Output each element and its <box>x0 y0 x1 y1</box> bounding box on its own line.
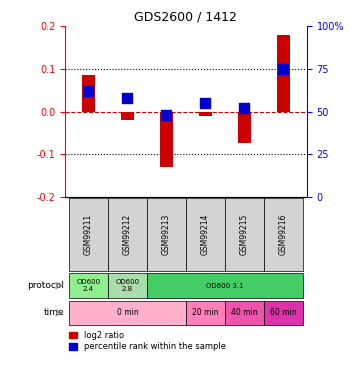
Text: 40 min: 40 min <box>231 308 258 317</box>
Text: OD600 3.1: OD600 3.1 <box>206 283 244 289</box>
Bar <box>199 112 212 116</box>
FancyBboxPatch shape <box>69 273 108 298</box>
FancyBboxPatch shape <box>108 198 147 271</box>
Point <box>242 105 247 111</box>
Text: 60 min: 60 min <box>270 308 297 317</box>
Point <box>203 100 208 106</box>
FancyBboxPatch shape <box>264 301 303 325</box>
FancyBboxPatch shape <box>186 198 225 271</box>
Text: GSM99213: GSM99213 <box>162 214 171 255</box>
Bar <box>238 112 251 143</box>
Bar <box>160 112 173 167</box>
Legend: log2 ratio, percentile rank within the sample: log2 ratio, percentile rank within the s… <box>69 331 226 351</box>
Point <box>86 88 91 94</box>
Text: GSM99212: GSM99212 <box>123 214 132 255</box>
Bar <box>82 75 95 112</box>
FancyBboxPatch shape <box>69 198 108 271</box>
FancyBboxPatch shape <box>264 198 303 271</box>
Text: time: time <box>44 308 64 317</box>
Text: OD600
2.4: OD600 2.4 <box>76 279 100 292</box>
FancyBboxPatch shape <box>147 273 303 298</box>
Text: protocol: protocol <box>27 281 64 290</box>
Text: 0 min: 0 min <box>117 308 138 317</box>
Point <box>125 95 130 101</box>
Text: GSM99216: GSM99216 <box>279 214 288 255</box>
Point <box>280 66 286 72</box>
Bar <box>277 35 290 112</box>
FancyBboxPatch shape <box>225 301 264 325</box>
Point <box>164 112 169 118</box>
FancyBboxPatch shape <box>225 198 264 271</box>
Text: 20 min: 20 min <box>192 308 219 317</box>
Bar <box>121 112 134 120</box>
FancyBboxPatch shape <box>147 198 186 271</box>
FancyBboxPatch shape <box>69 301 186 325</box>
Text: GSM99215: GSM99215 <box>240 214 249 255</box>
Title: GDS2600 / 1412: GDS2600 / 1412 <box>135 11 237 24</box>
Text: OD600
2.8: OD600 2.8 <box>115 279 139 292</box>
FancyBboxPatch shape <box>108 273 147 298</box>
FancyBboxPatch shape <box>186 301 225 325</box>
Text: GSM99211: GSM99211 <box>84 214 93 255</box>
Text: GSM99214: GSM99214 <box>201 214 210 255</box>
